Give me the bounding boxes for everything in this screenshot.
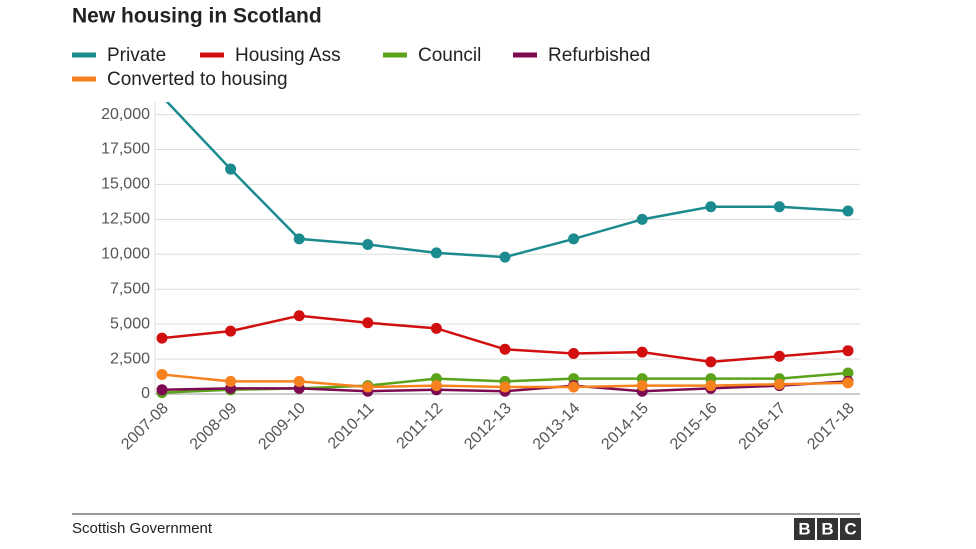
- data-point: [225, 375, 237, 387]
- data-point: [636, 346, 648, 358]
- data-point: [156, 368, 168, 380]
- data-point: [430, 380, 442, 392]
- data-point: [499, 343, 511, 355]
- legend-label: Refurbished: [548, 45, 650, 66]
- series-line: [165, 102, 849, 259]
- logo-letter: B: [821, 519, 833, 538]
- data-point: [362, 317, 374, 329]
- data-point: [773, 350, 785, 362]
- y-tick-label: 20,000: [101, 106, 150, 123]
- y-tick-label: 15,000: [101, 176, 150, 193]
- data-point: [705, 356, 717, 368]
- y-tick-label: 5,000: [110, 315, 150, 332]
- x-tick-label: 2009-10: [255, 400, 309, 454]
- x-tick-label: 2012-13: [461, 400, 515, 454]
- data-point: [636, 380, 648, 392]
- data-point: [293, 233, 305, 245]
- data-point: [362, 239, 374, 251]
- data-point: [705, 201, 717, 213]
- source: Scottish Government: [72, 520, 213, 537]
- y-tick-label: 17,500: [101, 141, 150, 158]
- data-point: [293, 310, 305, 322]
- data-point: [842, 205, 854, 217]
- y-tick-label: 10,000: [101, 246, 150, 263]
- data-point: [568, 381, 580, 393]
- logo-block: [794, 518, 815, 540]
- legend-label: Council: [418, 45, 481, 66]
- data-point: [568, 347, 580, 359]
- y-tick-label: 0: [141, 385, 150, 402]
- series-line: [161, 314, 849, 364]
- legend-label: Housing Ass: [235, 45, 341, 66]
- data-point: [636, 213, 648, 225]
- x-tick-label: 2008-09: [187, 400, 241, 454]
- data-point: [157, 91, 168, 102]
- data-point: [362, 381, 374, 393]
- y-tick-label: 7,500: [110, 280, 150, 297]
- x-tick-label: 2017-18: [804, 400, 858, 454]
- legend-label: Converted to housing: [107, 69, 288, 90]
- data-point: [842, 377, 854, 389]
- y-tick-label: 12,500: [101, 211, 150, 228]
- data-point: [225, 163, 237, 175]
- data-point: [499, 251, 511, 263]
- chart-title: New housing in Scotland: [72, 5, 322, 28]
- plot: [156, 91, 854, 399]
- data-point: [156, 384, 168, 396]
- logo-letter: C: [844, 519, 856, 538]
- data-point: [842, 367, 854, 379]
- data-point: [225, 325, 237, 337]
- x-tick-label: 2014-15: [598, 400, 652, 454]
- x-tick-label: 2011-12: [394, 400, 447, 453]
- data-point: [293, 375, 305, 387]
- data-point: [773, 201, 785, 213]
- x-tick-label: 2010-11: [325, 400, 378, 453]
- x-tick-label: 2016-17: [736, 400, 790, 454]
- x-tick-label: 2007-08: [118, 400, 172, 454]
- data-point: [705, 380, 717, 392]
- data-point: [773, 378, 785, 390]
- logo-letter: B: [798, 519, 810, 538]
- data-point: [430, 247, 442, 259]
- data-point: [499, 381, 511, 393]
- data-point: [430, 322, 442, 334]
- data-point: [568, 233, 580, 245]
- legend-label: Private: [107, 45, 166, 66]
- data-point: [156, 332, 168, 344]
- y-tick-label: 2,500: [110, 350, 150, 367]
- logo-block: [840, 518, 861, 540]
- x-tick-label: 2013-14: [530, 400, 584, 454]
- x-tick-label: 2015-16: [667, 400, 721, 454]
- data-point: [842, 345, 854, 357]
- logo-block: [817, 518, 838, 540]
